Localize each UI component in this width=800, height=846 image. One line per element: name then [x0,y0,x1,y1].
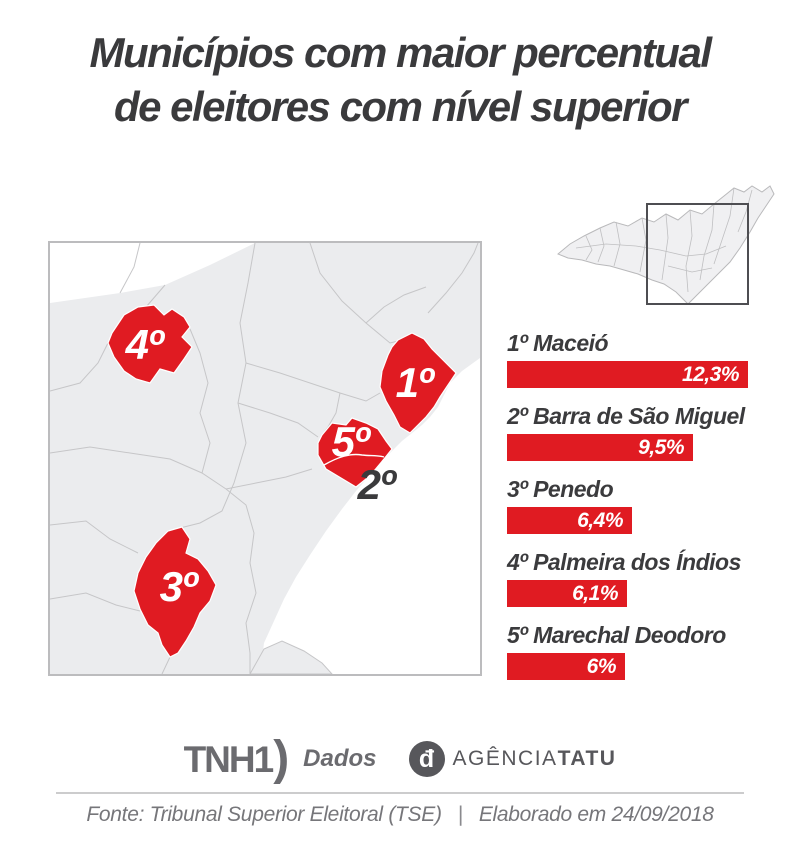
map-ocean [262,358,480,674]
map-rank-label-marechal: 5º [331,418,370,465]
tnh1-logo-arc-icon: ) [273,732,290,785]
ranking-item-bar: 6,4% [507,507,632,534]
inset-zoom-rectangle [646,203,749,305]
ranking-item-label: 4º Palmeira dos Índios [507,549,741,575]
main-map: 1º 5º 2º 4º 3º [48,241,482,676]
agencia-tatu-name-bold: TATU [557,747,617,770]
ranking-list: 1º Maceió 12,3% 2º Barra de São Miguel 9… [507,331,792,696]
ranking-item: 4º Palmeira dos Índios 6,1% [507,550,792,607]
map-rank-label-barra: 2º [357,461,396,508]
main-map-svg [50,243,480,674]
municipality-barra-border [323,453,385,466]
map-coastal-strip [249,640,333,674]
footer-text: Fonte: Tribunal Superior Eleitoral (TSE)… [0,803,800,827]
map-rank-label-maceio: 1º [395,359,434,406]
map-rank-label-penedo: 3º [159,563,198,610]
ranking-item: 2º Barra de São Miguel 9,5% [507,404,792,461]
page-title-line1: Municípios com maior percentual [89,29,712,76]
ranking-item-label: 1º Maceió [507,330,609,356]
agencia-tatu-icon: đ [408,741,445,777]
ranking-item-bar: 6% [507,653,625,680]
page-title-line2: de eleitores com nível superior [113,82,688,130]
ranking-item-bar: 9,5% [507,434,693,461]
map-rank-label-palmeira: 4º [125,321,164,368]
municipality-penedo-highlight [133,526,217,658]
inset-municipality-borders [575,187,753,293]
ranking-item-value: 12,3% [681,362,740,386]
ranking-item-label: 5º Marechal Deodoro [507,622,726,648]
municipality-maceio-highlight [379,332,457,434]
ranking-item: 3º Penedo 6,4% [507,477,792,534]
ranking-item-value: 6,4% [577,508,623,532]
tnh1-logo-text: TNH1 [183,738,275,780]
municipality-marechal-barra-highlight [317,417,393,488]
footer-divider [56,792,744,794]
tnh1-dados-logo: TNH1 ) Dados [183,732,377,785]
map-municipality-borders [50,243,479,674]
logos-row: TNH1 ) Dados đ AGÊNCIATATU [0,733,800,785]
agencia-tatu-logo: đ AGÊNCIATATU [408,741,617,777]
ranking-item: 5º Marechal Deodoro 6% [507,623,792,680]
ranking-item-bar: 6,1% [507,580,627,607]
footer-source: Fonte: Tribunal Superior Eleitoral (TSE) [86,803,442,826]
page-title: Municípios com maior percentual de eleit… [0,26,800,134]
ranking-item-value: 6,1% [572,581,618,605]
map-outside-state [50,243,255,303]
ranking-item-value: 9,5% [638,435,684,459]
inset-map-svg [557,185,775,305]
ranking-item: 1º Maceió 12,3% [507,331,792,388]
agencia-tatu-name: AGÊNCIATATU [453,747,617,771]
ranking-item-label: 3º Penedo [507,476,614,502]
agencia-tatu-name-regular: AGÊNCIA [452,747,558,770]
inset-map [556,176,790,312]
footer-separator: | [457,803,463,826]
ranking-item-value: 6% [586,654,617,678]
tnh1-dados-label: Dados [303,745,377,772]
ranking-item-bar: 12,3% [507,361,748,388]
footer-elaborated: Elaborado em 24/09/2018 [478,803,714,826]
municipality-palmeira-highlight [107,304,193,384]
ranking-item-label: 2º Barra de São Miguel [507,403,745,429]
